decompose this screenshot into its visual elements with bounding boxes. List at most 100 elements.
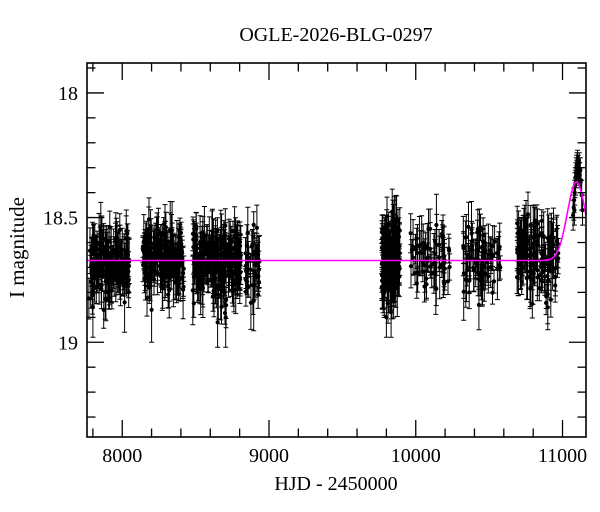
data-point xyxy=(527,275,533,280)
data-point xyxy=(394,250,399,255)
data-point xyxy=(545,292,550,297)
data-point xyxy=(577,173,582,178)
data-point xyxy=(421,246,426,251)
data-point xyxy=(171,265,176,270)
y-tick-label: 18.5 xyxy=(43,208,78,230)
data-point xyxy=(445,279,451,284)
data-point xyxy=(91,233,96,238)
data-point xyxy=(191,237,196,242)
data-point xyxy=(226,266,231,271)
data-point xyxy=(152,251,157,256)
data-point xyxy=(383,229,388,234)
data-point xyxy=(254,255,259,260)
data-point xyxy=(551,249,556,254)
data-point xyxy=(525,247,530,252)
data-point xyxy=(543,254,548,259)
data-point xyxy=(551,242,556,247)
data-point xyxy=(381,246,386,252)
data-point xyxy=(528,222,533,227)
data-point xyxy=(106,289,111,294)
data-point xyxy=(145,245,150,250)
data-point xyxy=(418,250,423,255)
data-point xyxy=(544,300,549,305)
data-point xyxy=(380,273,385,278)
data-point xyxy=(545,235,550,241)
data-point xyxy=(531,271,536,276)
data-point xyxy=(125,231,130,236)
data-point xyxy=(521,236,526,241)
data-point xyxy=(222,277,227,282)
data-point xyxy=(409,248,415,253)
data-point xyxy=(442,254,447,259)
data-point xyxy=(481,264,486,269)
data-point xyxy=(524,235,530,240)
data-point xyxy=(220,251,226,256)
data-point xyxy=(389,310,394,315)
data-point xyxy=(535,268,540,273)
data-point xyxy=(421,240,426,245)
data-point xyxy=(190,231,196,236)
data-point xyxy=(159,261,164,266)
error-bars xyxy=(86,149,585,348)
data-point xyxy=(191,274,196,280)
data-point xyxy=(578,168,583,173)
data-point xyxy=(167,273,172,278)
data-point xyxy=(162,226,168,232)
data-point xyxy=(125,275,130,280)
data-point xyxy=(440,235,445,240)
data-point xyxy=(250,283,255,288)
data-points-layer xyxy=(86,158,585,325)
data-point xyxy=(474,248,480,253)
data-point xyxy=(476,302,481,307)
data-point xyxy=(202,233,207,238)
data-point xyxy=(413,247,418,252)
data-point xyxy=(230,262,235,267)
data-point xyxy=(482,240,487,245)
data-point xyxy=(90,305,95,310)
data-point xyxy=(207,241,212,246)
data-point xyxy=(158,232,163,237)
data-point xyxy=(143,267,148,273)
data-point xyxy=(205,279,210,284)
data-point xyxy=(92,243,97,248)
data-point xyxy=(555,238,560,243)
data-point xyxy=(424,276,429,281)
data-point xyxy=(214,237,219,242)
data-point xyxy=(176,245,181,250)
data-point xyxy=(442,281,447,286)
data-point xyxy=(181,284,186,289)
data-point xyxy=(483,248,488,253)
data-point xyxy=(387,247,392,252)
data-point xyxy=(210,268,215,273)
data-point xyxy=(397,266,402,272)
data-point xyxy=(230,288,235,293)
data-point xyxy=(384,214,390,219)
data-point xyxy=(230,252,235,257)
data-point xyxy=(384,223,389,229)
data-point xyxy=(389,268,394,273)
data-point xyxy=(470,247,475,252)
data-point xyxy=(194,223,199,228)
data-point xyxy=(224,297,229,302)
data-point xyxy=(124,282,129,288)
data-point xyxy=(196,281,201,286)
data-point xyxy=(141,262,146,268)
data-point xyxy=(219,235,224,241)
data-point xyxy=(253,262,258,267)
data-point xyxy=(222,264,227,269)
data-point xyxy=(516,270,521,275)
data-point xyxy=(159,265,164,270)
data-point xyxy=(256,280,261,285)
data-point xyxy=(516,267,521,272)
data-point xyxy=(211,261,216,266)
data-point xyxy=(422,284,427,289)
data-point xyxy=(167,287,172,292)
data-point xyxy=(572,190,577,195)
data-point xyxy=(168,227,173,232)
data-point xyxy=(397,244,402,249)
data-point xyxy=(169,238,175,243)
data-point xyxy=(440,247,446,252)
data-point xyxy=(101,307,106,312)
data-point xyxy=(235,236,240,241)
